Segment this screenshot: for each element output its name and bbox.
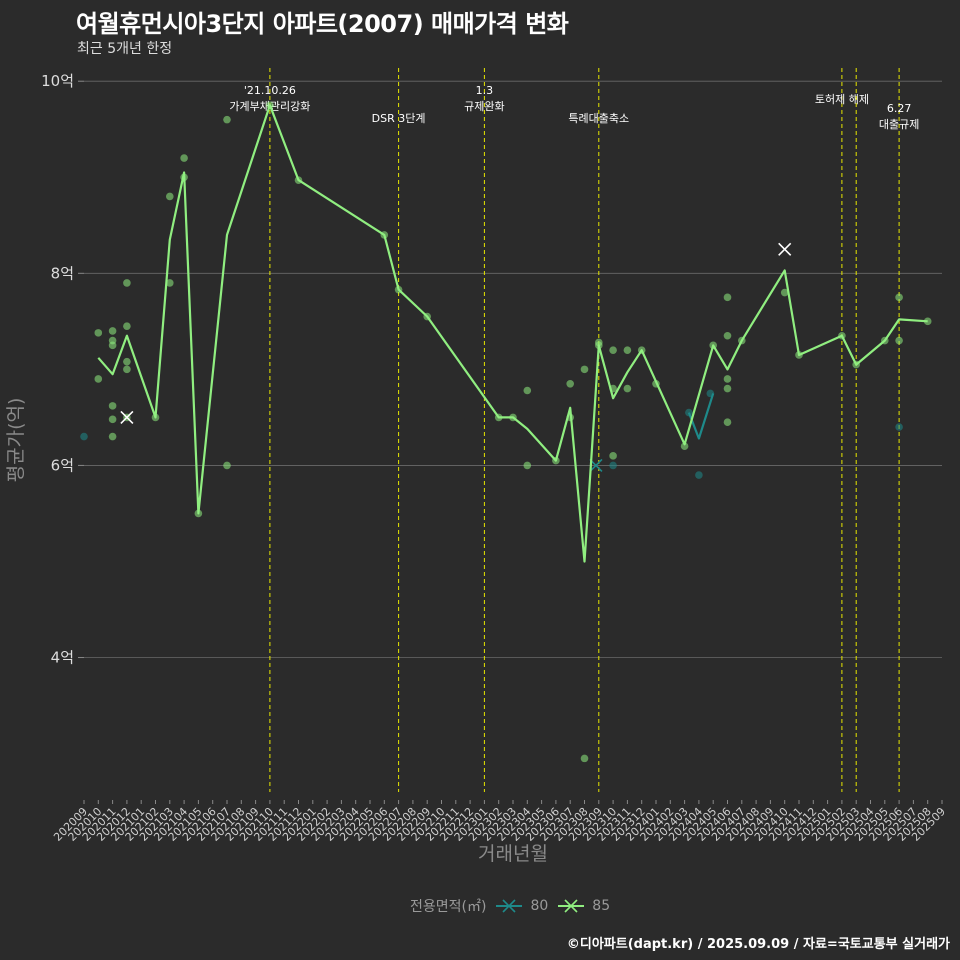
- y-tick-layer: 4억 6억 8억 10억: [41, 72, 74, 666]
- legend-key-85-icon: [558, 899, 585, 913]
- legend-label-80: 80: [530, 898, 549, 914]
- marker-85: [120, 410, 134, 424]
- x-tick-layer: 2020092020102020112020122021012021022021…: [51, 800, 948, 844]
- data-point-85: [609, 346, 617, 354]
- data-point-85: [723, 375, 732, 383]
- data-point-85: [123, 322, 131, 330]
- series-line-85: [97, 104, 928, 563]
- cross-stroke: [589, 458, 603, 472]
- series-85: [94, 101, 932, 763]
- y-tick-label: 4억: [51, 649, 74, 667]
- data-point-80: [895, 423, 903, 431]
- data-point-85: [523, 386, 532, 395]
- data-point-85: [895, 293, 903, 302]
- data-point-85: [94, 329, 103, 337]
- data-point-85: [623, 384, 632, 393]
- data-point-85: [680, 442, 689, 451]
- data-point-85: [723, 384, 732, 393]
- series-layer: [80, 101, 932, 763]
- data-point-85: [166, 192, 174, 201]
- event-label: DSR 3단계: [372, 112, 426, 125]
- data-point-85: [923, 317, 932, 326]
- y-tick-label: 6억: [51, 456, 74, 474]
- y-tick-label: 8억: [51, 264, 74, 282]
- data-point-85: [723, 293, 732, 302]
- data-point-85: [123, 279, 131, 287]
- data-point-80: [609, 461, 617, 470]
- data-point-85: [123, 365, 131, 374]
- data-point-85: [895, 336, 903, 345]
- data-point-85: [180, 154, 188, 162]
- grid-layer: [78, 80, 942, 659]
- data-point-85: [108, 402, 117, 410]
- data-point-80: [695, 471, 703, 479]
- marker-85-peak: [778, 242, 792, 256]
- data-point-80: [80, 432, 88, 441]
- data-point-85: [94, 375, 103, 383]
- legend-item-80: 80: [494, 898, 548, 914]
- event-label: 1.3 규제완화: [464, 84, 504, 113]
- data-point-85: [108, 415, 117, 424]
- legend-title: 전용면적(㎡): [410, 899, 487, 915]
- cross-stroke: [778, 242, 792, 256]
- source-caption: ©디아파트(dapt.kr) / 2025.09.09 / 자료=국토교통부 실…: [566, 937, 950, 952]
- data-point-85: [723, 418, 732, 426]
- event-label: 특례대출축소: [568, 112, 629, 125]
- data-point-85: [223, 461, 231, 470]
- data-point-85: [108, 341, 117, 350]
- data-point-85: [723, 331, 732, 340]
- data-point-85: [580, 365, 589, 374]
- cross-stroke: [120, 410, 134, 424]
- data-point-85: [780, 288, 789, 297]
- series-80: [80, 389, 903, 479]
- data-point-85: [123, 357, 131, 366]
- chart-subtitle: 최근 5개년 한정: [77, 41, 173, 57]
- data-point-85: [108, 327, 117, 335]
- y-axis-label: 평균가(억): [5, 398, 27, 483]
- x-axis-label: 거래년월: [478, 843, 548, 865]
- data-point-85: [523, 461, 532, 470]
- event-layer: '21.10.26가계부채관리강화DSR 3단계1.3규제완화특례대출축소토허제…: [229, 68, 919, 792]
- event-label: 6.27 대출규제: [879, 102, 919, 131]
- data-point-85: [609, 452, 617, 460]
- data-point-85: [623, 346, 632, 354]
- legend-item-85: 85: [556, 898, 610, 914]
- event-label: 토허제 해제: [815, 92, 869, 106]
- data-point-85: [108, 432, 117, 441]
- chart-title: 여월휴먼시아3단지 아파트(2007) 매매가격 변화: [76, 10, 569, 38]
- legend: 전용면적(㎡) 80 85: [410, 896, 610, 916]
- data-point-85: [566, 379, 574, 388]
- y-tick-label: 10억: [41, 72, 74, 90]
- data-point-85: [166, 279, 174, 287]
- legend-key-80-icon: [496, 899, 523, 913]
- data-point-85: [223, 115, 231, 124]
- legend-label-85: 85: [592, 898, 611, 914]
- data-point-85: [580, 754, 589, 763]
